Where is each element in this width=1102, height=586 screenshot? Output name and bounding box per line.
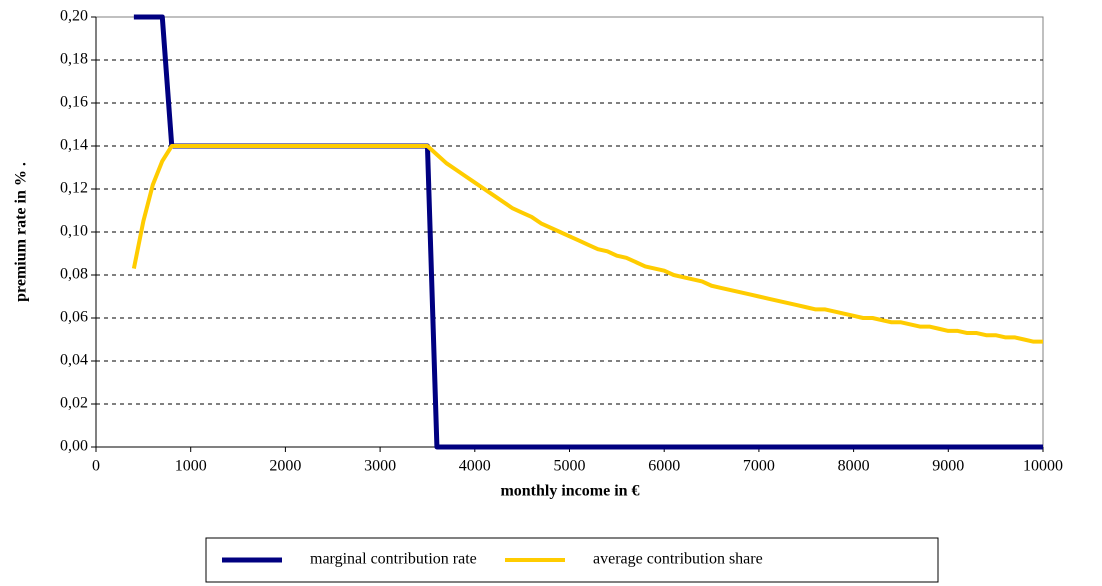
x-tick-label: 1000 <box>175 458 207 475</box>
y-tick-label: 0,04 <box>60 352 88 369</box>
x-tick-label: 2000 <box>269 458 301 475</box>
series-line <box>131 144 1043 344</box>
y-tick-label: 0,10 <box>60 223 88 240</box>
x-tick-label: 5000 <box>554 458 586 475</box>
legend-label: marginal contribution rate <box>310 551 477 568</box>
x-tick-label: 3000 <box>364 458 396 475</box>
x-tick-label: 0 <box>92 458 100 475</box>
y-tick-label: 0,12 <box>60 180 88 197</box>
y-tick-label: 0,20 <box>60 8 88 25</box>
x-tick-label: 6000 <box>648 458 680 475</box>
x-axis-label: monthly income in € <box>500 483 639 500</box>
y-tick-label: 0,00 <box>60 438 88 455</box>
legend <box>205 537 939 583</box>
y-axis-label: premium rate in % . <box>13 162 30 302</box>
legend-label: average contribution share <box>593 551 763 568</box>
y-tick-label: 0,02 <box>60 395 88 412</box>
y-tick-label: 0,06 <box>60 309 88 326</box>
y-tick-label: 0,16 <box>60 94 88 111</box>
y-tick-label: 0,18 <box>60 51 88 68</box>
x-tick-label: 4000 <box>459 458 491 475</box>
x-tick-label: 7000 <box>743 458 775 475</box>
y-tick-label: 0,08 <box>60 266 88 283</box>
x-tick-label: 10000 <box>1023 458 1063 475</box>
y-tick-label: 0,14 <box>60 137 88 154</box>
x-tick-label: 9000 <box>932 458 964 475</box>
x-tick-label: 8000 <box>838 458 870 475</box>
